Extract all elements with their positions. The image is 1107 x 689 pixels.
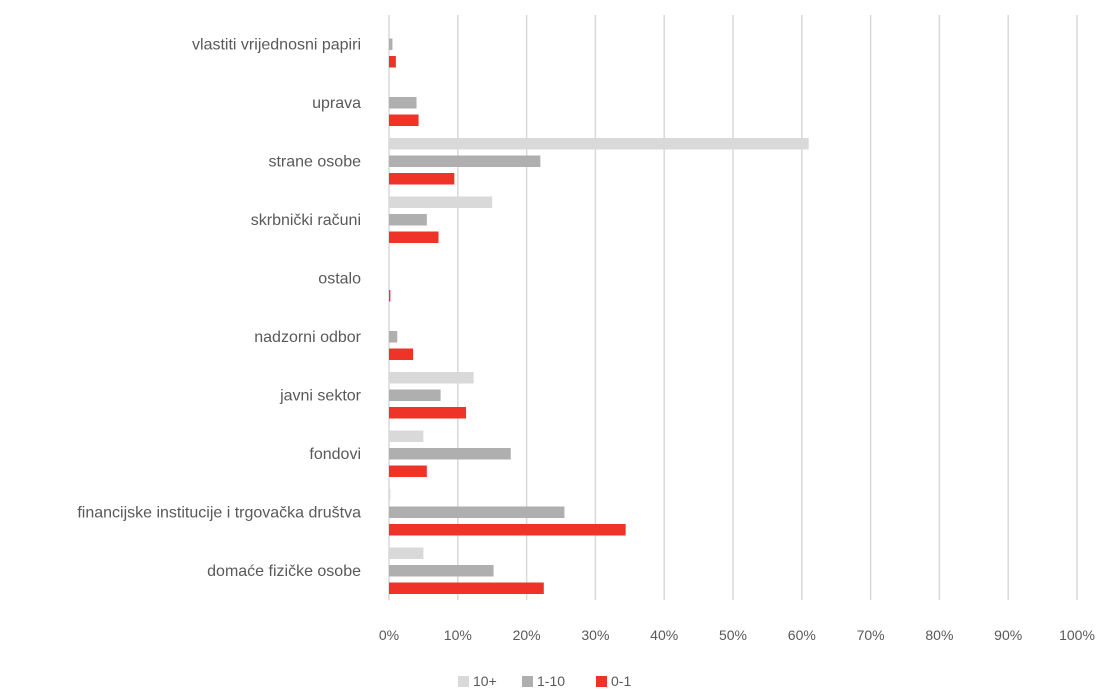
bar-10+ bbox=[389, 489, 390, 501]
legend-swatch bbox=[458, 676, 469, 687]
bar-10+ bbox=[389, 197, 492, 209]
category-label: strane osobe bbox=[268, 153, 361, 170]
bar-0-1 bbox=[389, 232, 439, 244]
bar-0-1 bbox=[389, 115, 419, 127]
x-tick-label: 0% bbox=[379, 627, 399, 643]
bar-0-1 bbox=[389, 466, 427, 478]
bar-1-10 bbox=[389, 156, 540, 168]
category-label: financijske institucije i trgovačka druš… bbox=[77, 504, 361, 521]
bar-0-1 bbox=[389, 407, 466, 419]
bars bbox=[389, 39, 809, 595]
bar-0-1 bbox=[389, 56, 396, 68]
bar-10+ bbox=[389, 138, 809, 150]
bar-1-10 bbox=[389, 214, 427, 226]
x-tick-label: 50% bbox=[719, 627, 747, 643]
legend: 10+ 1-10 0-1 bbox=[458, 673, 631, 689]
bar-10+ bbox=[389, 431, 423, 443]
x-tick-label: 90% bbox=[994, 627, 1022, 643]
bar-1-10 bbox=[389, 97, 417, 109]
category-label: ostalo bbox=[318, 270, 361, 287]
category-label: domaće fizičke osobe bbox=[207, 563, 361, 580]
bar-1-10 bbox=[389, 507, 564, 519]
bar-10+ bbox=[389, 372, 474, 384]
x-tick-label: 100% bbox=[1059, 627, 1095, 643]
legend-label: 0-1 bbox=[611, 673, 631, 689]
x-tick-label: 60% bbox=[788, 627, 816, 643]
x-tick-label: 30% bbox=[581, 627, 609, 643]
legend-swatch bbox=[596, 676, 607, 687]
legend-label: 10+ bbox=[473, 673, 497, 689]
bar-0-1 bbox=[389, 524, 626, 536]
bar-1-10 bbox=[389, 565, 494, 577]
x-tick-label: 70% bbox=[857, 627, 885, 643]
category-label: vlastiti vrijednosni papiri bbox=[192, 36, 361, 53]
bar-10+ bbox=[389, 548, 423, 560]
bar-1-10 bbox=[389, 390, 441, 402]
category-label: skrbnički računi bbox=[251, 212, 361, 229]
bar-0-1 bbox=[389, 583, 544, 595]
bar-1-10 bbox=[389, 39, 392, 51]
category-labels: vlastiti vrijednosni papiri uprava strane … bbox=[77, 36, 361, 580]
bar-0-1 bbox=[389, 349, 413, 361]
legend-label: 1-10 bbox=[537, 673, 565, 689]
category-label: javni sektor bbox=[279, 387, 362, 404]
bar-0-1 bbox=[389, 290, 390, 302]
category-label: nadzorni odbor bbox=[254, 329, 361, 346]
bar-1-10 bbox=[389, 331, 397, 343]
category-label: fondovi bbox=[309, 446, 361, 463]
x-tick-label: 10% bbox=[444, 627, 472, 643]
x-tick-label: 20% bbox=[513, 627, 541, 643]
x-tick-labels: 0% 10% 20% 30% 40% 50% 60% 70% 80% 90% 100% bbox=[379, 627, 1095, 643]
x-tick-label: 80% bbox=[925, 627, 953, 643]
legend-swatch bbox=[522, 676, 533, 687]
bar-0-1 bbox=[389, 173, 454, 185]
bar-1-10 bbox=[389, 448, 511, 460]
x-tick-label: 40% bbox=[650, 627, 678, 643]
category-label: uprava bbox=[312, 95, 361, 112]
